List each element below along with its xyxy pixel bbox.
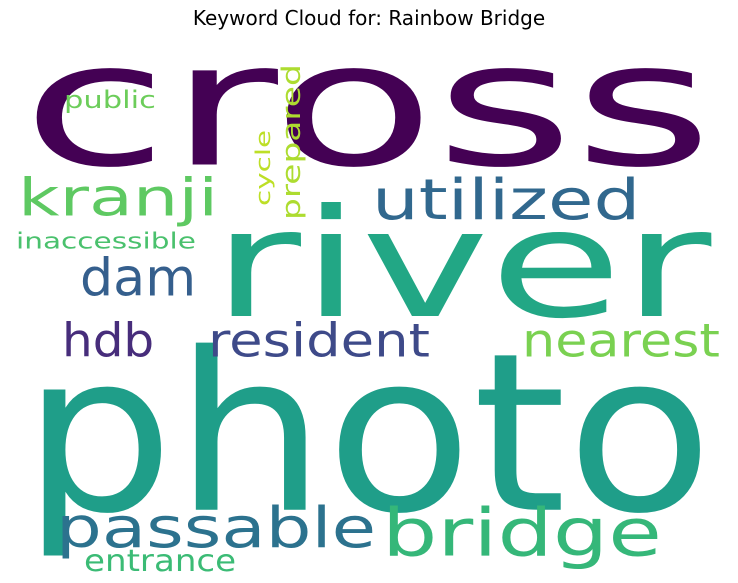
word-cycle: cycle <box>251 129 275 206</box>
word-inaccessible: inaccessible <box>16 228 196 254</box>
word-prepared: prepared <box>275 64 307 220</box>
word-entrance: entrance <box>84 543 237 579</box>
word-resident: resident <box>208 313 430 368</box>
word-bridge: bridge <box>382 494 662 572</box>
word-public: public <box>64 85 156 114</box>
chart-title: Keyword Cloud for: Rainbow Bridge <box>192 6 546 30</box>
word-hdb: hdb <box>62 313 155 368</box>
word-passable: passable <box>56 494 377 561</box>
word-nearest: nearest <box>522 313 720 368</box>
word-river: river <box>212 176 712 352</box>
word-kranji: kranji <box>18 167 219 229</box>
word-photo: photo <box>22 305 714 563</box>
word-utilized: utilized <box>372 166 641 233</box>
word-dam: dam <box>80 247 197 309</box>
word-cross: cross <box>22 4 713 206</box>
